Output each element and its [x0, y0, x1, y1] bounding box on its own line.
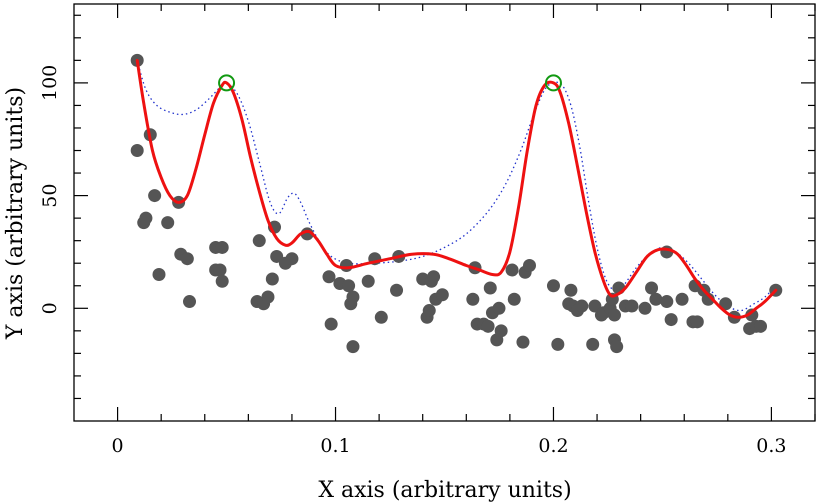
data-point — [625, 299, 639, 313]
data-point — [339, 258, 353, 272]
data-point — [180, 252, 194, 266]
data-point — [481, 319, 495, 333]
data-point — [161, 216, 175, 230]
x-tick-label: 0 — [112, 435, 124, 457]
y-tick-labels: 0 50 100 — [39, 65, 61, 315]
data-point — [494, 324, 508, 338]
peak-marker — [218, 74, 236, 92]
data-point — [551, 337, 565, 351]
data-point — [390, 283, 404, 297]
data-point — [516, 335, 530, 349]
data-point — [427, 270, 441, 284]
x-tick-labels: 0 0.1 0.2 0.3 — [112, 435, 787, 457]
data-point — [586, 337, 600, 351]
data-point — [523, 258, 536, 272]
x-tick-label: 0.2 — [538, 435, 568, 457]
data-point — [374, 310, 388, 324]
data-point — [754, 319, 768, 333]
data-point — [342, 279, 356, 293]
data-point — [139, 211, 153, 225]
data-point — [564, 283, 578, 297]
data-point — [507, 292, 521, 306]
data-point — [575, 299, 589, 313]
data-point — [645, 281, 659, 295]
y-tick-label: 50 — [39, 184, 61, 208]
data-point — [660, 295, 674, 309]
data-point — [252, 234, 266, 248]
plot-frame — [73, 3, 816, 422]
data-point — [675, 292, 689, 306]
data-point — [285, 252, 299, 266]
data-point — [215, 240, 229, 254]
data-point — [152, 267, 166, 281]
peak-markers — [218, 74, 562, 92]
data-point — [215, 274, 229, 288]
data-point — [505, 263, 519, 277]
data-point — [346, 290, 360, 304]
data-point — [664, 313, 678, 327]
data-point — [719, 297, 733, 311]
data-point — [324, 317, 338, 331]
data-point — [483, 281, 497, 295]
data-point — [745, 308, 759, 322]
data-point — [422, 304, 436, 318]
y-tick-label: 100 — [39, 65, 61, 101]
data-point — [701, 292, 715, 306]
data-point — [148, 189, 162, 203]
data-point — [690, 315, 704, 329]
y-axis-title: Y axis (arbitrary units) — [3, 87, 28, 340]
fit-curve — [135, 58, 778, 319]
data-point — [649, 292, 663, 306]
data-point — [610, 340, 624, 354]
data-point — [492, 301, 506, 315]
data-point — [546, 279, 560, 293]
data-point — [361, 274, 375, 288]
data-point — [346, 340, 360, 354]
x-tick-label: 0.1 — [320, 435, 350, 457]
data-point — [213, 263, 227, 277]
data-point — [261, 290, 275, 304]
data-point — [638, 301, 652, 315]
data-point — [183, 295, 197, 309]
data-point — [466, 292, 480, 306]
data-point — [607, 308, 621, 322]
data-point — [588, 299, 602, 313]
data-point — [265, 272, 279, 286]
x-axis-title: X axis (arbitrary units) — [318, 478, 571, 503]
y-tick-label: 0 — [39, 302, 61, 314]
peak-marker — [544, 74, 562, 92]
dotted-model-curve — [136, 60, 777, 312]
data-points — [130, 53, 783, 354]
data-point — [130, 144, 144, 158]
data-point — [322, 270, 336, 284]
axis-ticks — [74, 4, 816, 421]
x-tick-label: 0.3 — [756, 435, 786, 457]
data-point — [435, 288, 449, 302]
